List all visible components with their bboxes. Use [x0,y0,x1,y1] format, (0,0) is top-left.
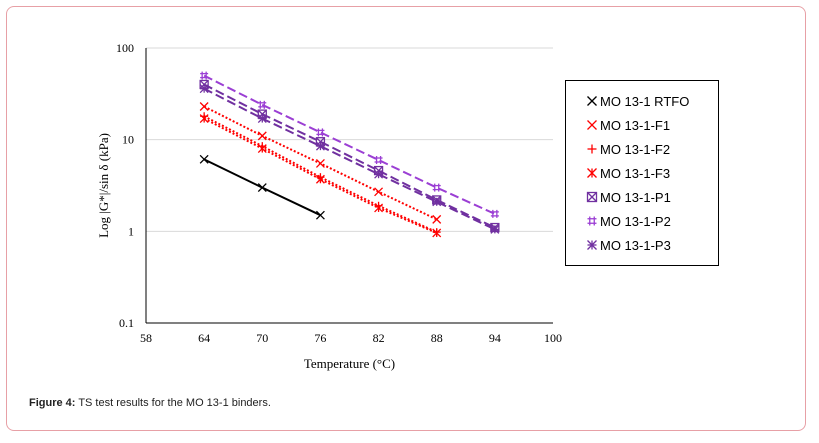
x-tick-label: 58 [140,331,152,345]
x-tick-label: 82 [373,331,385,345]
data-point [490,209,499,218]
legend-marker [587,240,597,250]
data-point [258,100,267,109]
x-tick-label: 76 [314,331,326,345]
figure-frame [6,6,806,431]
data-point [315,210,325,220]
legend-label: MO 13-1-F2 [600,141,671,157]
y-axis-title: Log |G*|/sin δ (kPa) [96,133,111,238]
data-point [374,187,384,197]
legend-item: MO 13-1-F1 [586,114,670,136]
x-tick-label: 94 [489,331,501,345]
data-point [199,84,209,94]
legend-label: MO 13-1-P3 [600,237,671,253]
series-line-6 [203,74,496,215]
series-line-4 [203,117,438,234]
legend-marker-icon [587,216,597,226]
data-point [432,214,442,224]
y-tick-label: 100 [116,41,134,55]
data-point [257,114,267,124]
legend-marker-icon [587,240,597,250]
legend-item: MO 13-1-P2 [586,210,671,232]
data-point [257,144,267,154]
data-point [315,174,325,184]
legend-marker [587,216,597,226]
data-point [199,154,209,164]
legend-label: MO 13-1-F1 [600,117,671,133]
legend-marker-icon [587,120,597,130]
legend-item: MO 13-1-P3 [586,234,671,256]
legend-marker [587,144,597,154]
x-tick-label: 88 [431,331,443,345]
legend-label: MO 13-1-F3 [600,165,671,181]
legend-marker-icon [587,168,597,178]
caption-text: TS test results for the MO 13-1 binders. [78,397,271,409]
y-tick-label: 0.1 [119,316,134,330]
data-point [199,114,209,124]
x-tick-label: 100 [544,331,562,345]
data-point [316,128,325,137]
figure-caption: Figure 4: TS test results for the MO 13-… [29,397,271,409]
legend-marker-icon [586,191,598,203]
data-point [199,102,209,111]
data-point [315,159,325,168]
legend-item: MO 13-1-F2 [586,138,670,160]
data-point [374,156,383,165]
chart-legend: MO 13-1 RTFO MO 13-1-F1 MO 13-1-F2 MO 13-1-… [565,80,719,266]
series-line-7 [203,87,496,231]
legend-marker [587,120,597,130]
data-point [315,141,325,151]
legend-marker [586,191,598,203]
data-point [374,169,384,179]
legend-label: MO 13-1-P1 [600,189,671,205]
legend-label: MO 13-1-P2 [600,213,671,229]
series-line-5 [203,83,496,229]
data-point [432,228,442,238]
legend-marker [587,168,597,178]
data-point [257,131,267,141]
data-point [199,79,209,90]
y-tick-label: 1 [128,224,134,238]
data-point [200,71,209,80]
caption-label: Figure 4: [29,397,76,409]
x-tick-label: 64 [198,331,210,345]
data-point [257,183,267,193]
data-point [432,197,442,207]
legend-item: MO 13-1-P1 [586,186,671,208]
legend-marker-icon [587,96,597,106]
x-tick-label: 70 [256,331,268,345]
data-point [432,183,441,192]
series-line-3 [203,115,438,234]
legend-item: MO 13-1-F3 [586,162,670,184]
x-axis-title: Temperature (°C) [304,356,395,371]
legend-label: MO 13-1 RTFO [600,93,690,109]
legend-marker [587,96,597,106]
legend-marker-icon [587,144,597,154]
data-point [490,224,500,234]
y-tick-label: 10 [122,133,134,147]
data-point [374,203,384,213]
legend-item: MO 13-1 RTFO [586,90,689,112]
